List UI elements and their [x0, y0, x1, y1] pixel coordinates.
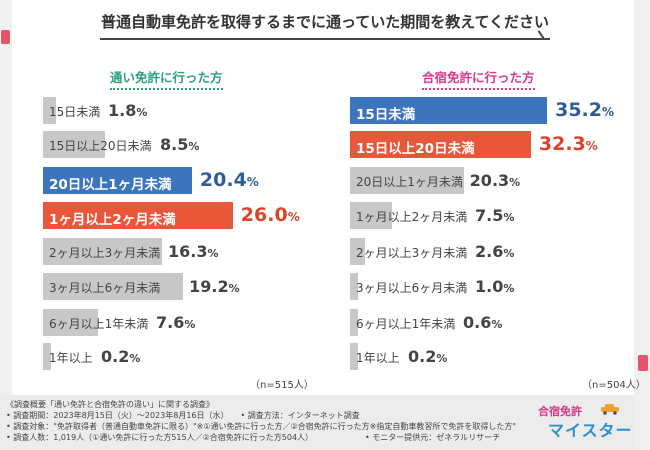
right-bar-label-1: 15日未満 — [356, 107, 416, 123]
brand-logo: 合宿免許 マイスター — [534, 401, 632, 445]
left-bar-4 — [43, 202, 233, 229]
right-bar-label-2: 15日以上20日未満 — [356, 141, 475, 157]
right-bar-value-4: 7.5% — [475, 206, 515, 225]
footer-line-4: • 調査人数：1,019人（①通い免許に行った方515人／②合宿免許に行った方5… — [6, 433, 501, 442]
left-bar-value-4: 26.0% — [240, 204, 300, 226]
right-bar-value-2: 32.3% — [538, 133, 598, 155]
left-bar-value-8: 0.2% — [101, 347, 141, 366]
left-bar-label-3: 20日以上1ヶ月未満 — [49, 177, 172, 193]
right-bar-label-8: 1年以上 — [356, 351, 400, 365]
left-bar-1 — [43, 97, 57, 124]
survey-footer: 《調査概要「通い免許と合宿免許の違い」に関する調査》 • 調査期間：2023年8… — [0, 395, 634, 450]
right-edge-marker — [638, 355, 648, 371]
left-bar-label-2: 15日以上20日未満 — [49, 139, 152, 153]
right-bar-value-6: 1.0% — [475, 277, 515, 296]
right-bar-label-5: 2ヶ月以上3ヶ月未満 — [356, 246, 468, 260]
chart-title: 普通自動車免許を取得するまでに通っていた期間を教えてください — [100, 13, 550, 31]
right-bar-value-5: 2.6% — [475, 242, 515, 261]
right-edge-strip — [634, 0, 650, 450]
right-bar-label-4: 1ヶ月以上2ヶ月未満 — [356, 210, 468, 224]
footer-line-1: 《調査概要「通い免許と合宿免許の違い」に関する調査》 — [6, 400, 214, 409]
left-panel-title: 通い免許に行った方 — [110, 67, 223, 90]
right-bar-1 — [350, 97, 548, 124]
right-bar-6 — [350, 273, 358, 300]
left-bar-8 — [43, 343, 51, 370]
left-bar-value-5: 16.3% — [167, 242, 219, 261]
left-bar-value-2: 8.5% — [160, 135, 200, 154]
left-bar-label-8: 1年以上 — [49, 351, 93, 365]
right-bar-value-7: 0.6% — [463, 313, 503, 332]
right-bar-8 — [350, 343, 358, 370]
left-edge-marker — [1, 30, 10, 44]
left-bar-2 — [43, 131, 106, 158]
footer-line-3: • 調査対象："免許取得者（普通自動車免許に限る）"※①通い免許に行った方／②合… — [6, 422, 517, 431]
right-bar-2 — [350, 131, 531, 158]
left-sample-size: （n=515人） — [250, 380, 314, 391]
left-bar-6 — [43, 273, 184, 300]
right-sample-size: （n=504人） — [582, 380, 646, 391]
right-bar-label-6: 3ヶ月以上6ヶ月未満 — [356, 281, 468, 295]
right-bar-value-3: 20.3% — [469, 171, 521, 190]
left-bar-value-6: 19.2% — [189, 277, 240, 296]
right-bar-label-7: 6ヶ月以上1年未満 — [356, 317, 456, 331]
right-bar-value-8: 0.2% — [408, 347, 448, 366]
right-panel-title: 合宿免許に行った方 — [422, 67, 535, 90]
left-bar-value-7: 7.6% — [156, 313, 196, 332]
left-bar-5 — [43, 238, 162, 265]
left-bar-label-6: 3ヶ月以上6ヶ月未満 — [49, 281, 161, 295]
left-bar-label-1: 15日未満 — [49, 105, 101, 119]
car-icon — [601, 404, 619, 415]
left-bar-3 — [43, 167, 192, 194]
chart-frame — [12, 0, 634, 395]
left-bar-value-1: 1.8% — [108, 101, 148, 120]
logo-main-text: マイスター — [548, 421, 633, 440]
right-bar-4 — [350, 202, 392, 229]
left-edge-strip — [0, 0, 12, 450]
left-bar-value-3: 20.4% — [199, 169, 259, 191]
left-bar-7 — [43, 309, 99, 336]
right-bar-3 — [350, 167, 464, 194]
footer-line-2: • 調査期間：2023年8月15日（火）〜2023年8月16日（水） • 調査方… — [6, 411, 360, 420]
title-underline — [100, 38, 550, 40]
right-bar-7 — [350, 309, 358, 336]
left-bar-label-7: 6ヶ月以上1年未満 — [49, 317, 149, 331]
right-bar-5 — [350, 238, 365, 265]
left-bar-label-4: 1ヶ月以上2ヶ月未満 — [49, 212, 176, 228]
left-bar-label-5: 2ヶ月以上3ヶ月未満 — [49, 246, 161, 260]
logo-top-text: 合宿免許 — [538, 405, 582, 418]
right-bar-value-1: 35.2% — [555, 99, 615, 121]
right-bar-label-3: 20日以上1ヶ月未満 — [356, 175, 463, 189]
